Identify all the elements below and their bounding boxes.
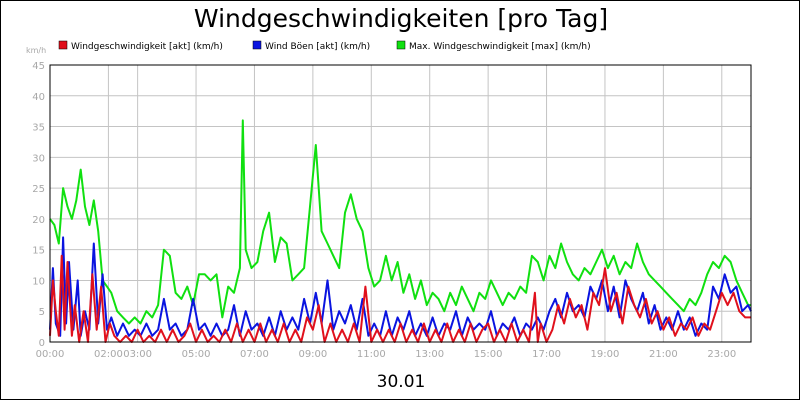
y-tick-label: 15	[32, 246, 45, 257]
x-tick-label: 13:00	[415, 349, 444, 360]
legend-label-2: Max. Windgeschwindigkeit [max] (km/h)	[409, 42, 591, 52]
x-tick-label: 11:00	[357, 349, 386, 360]
x-tick-label: 03:00	[123, 349, 152, 360]
series-line-0	[49, 254, 751, 343]
y-tick-label: 5	[39, 307, 45, 318]
x-tick-label: 19:00	[591, 349, 620, 360]
x-tick-label: 21:00	[649, 349, 678, 360]
date-label: 30.01	[377, 372, 426, 392]
x-tick-label: 05:00	[182, 349, 211, 360]
series-line-1	[49, 236, 752, 337]
legend-swatch-2	[396, 40, 406, 50]
x-tick-label: 00:00	[36, 349, 65, 360]
legend-swatch-0	[58, 40, 68, 50]
y-tick-label: 30	[32, 153, 45, 164]
legend-label-1: Wind Böen [akt] (km/h)	[265, 42, 370, 52]
y-tick-label: 40	[32, 92, 45, 103]
series-line-2	[49, 119, 751, 325]
y-tick-label: 25	[32, 184, 45, 195]
x-tick-label: 07:00	[240, 349, 269, 360]
x-tick-label: 17:00	[532, 349, 561, 360]
plot-area-border	[49, 64, 752, 343]
legend-label-0: Windgeschwindigkeit [akt] (km/h)	[71, 42, 223, 52]
y-tick-label: 20	[32, 215, 45, 226]
y-tick-label: 35	[32, 123, 45, 134]
x-tick-label: 02:00	[94, 349, 123, 360]
x-tick-label: 23:00	[707, 349, 736, 360]
y-tick-label: 10	[32, 276, 45, 287]
y-axis-unit-label: km/h	[26, 46, 46, 55]
chart-title: Windgeschwindigkeiten [pro Tag]	[194, 4, 608, 33]
chart-series	[49, 119, 752, 343]
legend-swatch-1	[252, 40, 262, 50]
y-tick-label: 0	[39, 338, 45, 349]
y-axis-ticks: 0 5 10 15 20 25 30 35 40 45	[32, 61, 45, 349]
x-tick-label: 15:00	[474, 349, 503, 360]
chart-grid	[50, 65, 751, 342]
chart-legend: Windgeschwindigkeit [akt] (km/h) Wind Böe…	[58, 40, 591, 52]
x-axis-ticks: 00:00 02:00 03:00 05:00 07:00 09:00 11:00 13:00…	[36, 349, 737, 360]
y-tick-label: 45	[32, 61, 45, 72]
x-tick-label: 09:00	[298, 349, 327, 360]
